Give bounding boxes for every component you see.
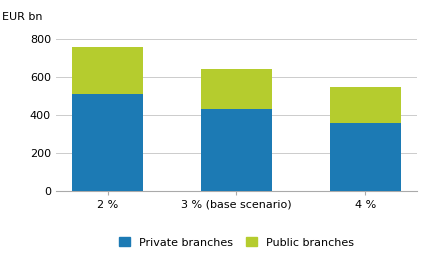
Bar (72, 94, 143, 191)
Bar (330, 87, 401, 123)
Legend: Private branches, Public branches: Private branches, Public branches (114, 233, 359, 252)
Bar (72, 47, 143, 94)
Text: EUR bn: EUR bn (2, 12, 42, 22)
Bar (201, 69, 272, 109)
Bar (201, 109, 272, 191)
Bar (330, 123, 401, 191)
